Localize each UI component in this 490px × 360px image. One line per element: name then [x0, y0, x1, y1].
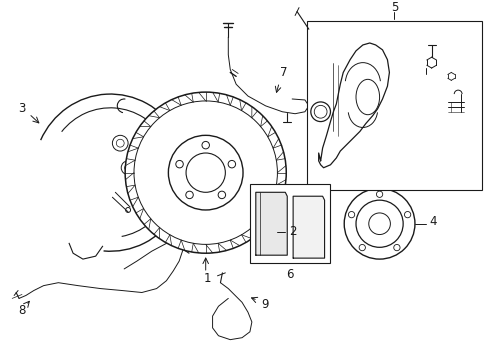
- Polygon shape: [318, 43, 390, 168]
- Polygon shape: [293, 196, 324, 258]
- Text: 3: 3: [18, 102, 25, 115]
- Circle shape: [125, 92, 286, 253]
- Text: 2: 2: [290, 225, 297, 238]
- Text: 6: 6: [287, 268, 294, 281]
- Text: 8: 8: [18, 304, 25, 317]
- Text: 5: 5: [391, 1, 398, 14]
- Text: 9: 9: [261, 298, 269, 311]
- Bar: [250, 184, 330, 263]
- Polygon shape: [256, 192, 287, 255]
- Circle shape: [344, 188, 415, 259]
- Text: 4: 4: [430, 215, 438, 228]
- Text: 1: 1: [204, 272, 211, 285]
- Bar: [307, 21, 482, 190]
- Circle shape: [356, 200, 403, 247]
- Text: 7: 7: [280, 66, 287, 79]
